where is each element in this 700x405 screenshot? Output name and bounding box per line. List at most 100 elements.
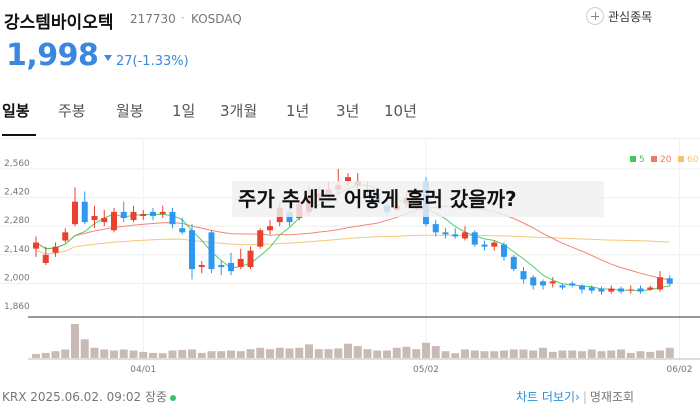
candle-body bbox=[33, 242, 39, 249]
volume-bar bbox=[197, 352, 206, 358]
candle-body bbox=[91, 215, 98, 221]
candle-body bbox=[510, 256, 517, 270]
candle-body bbox=[657, 277, 663, 290]
candle-body bbox=[267, 226, 273, 231]
volume-bar bbox=[139, 351, 148, 358]
volume-bar bbox=[32, 353, 40, 358]
candle-body bbox=[120, 211, 127, 219]
candle-body bbox=[72, 201, 78, 225]
legend-label: 5 bbox=[639, 155, 645, 165]
candle-body bbox=[130, 211, 137, 221]
volume-bar bbox=[256, 347, 265, 358]
candle-body bbox=[569, 283, 576, 286]
stock-header: 강스템바이오텍 217730 · KOSDAQ 관심종목 1,998 27(-1… bbox=[0, 0, 700, 90]
detail-link[interactable]: 명재조회 bbox=[589, 390, 635, 404]
volume-bar bbox=[71, 324, 79, 358]
more-chart-link[interactable]: 차트 더보기 bbox=[516, 390, 576, 404]
volume-bar bbox=[119, 349, 128, 358]
volume-bar bbox=[529, 350, 538, 358]
tab-1year[interactable]: 1년 bbox=[286, 102, 310, 120]
volume-bar bbox=[412, 349, 421, 358]
candle-body bbox=[501, 244, 507, 257]
candle-body bbox=[42, 254, 49, 263]
chevron-right-icon: › bbox=[575, 390, 580, 404]
candlestick-chart[interactable]: 2,560 2,420 2,280 2,140 2,000 1,860 04/01 05/02… bbox=[0, 140, 700, 385]
active-tab-underline bbox=[2, 134, 36, 136]
x-tick-label: 06/02 bbox=[667, 365, 693, 375]
candle-body bbox=[627, 289, 634, 291]
volume-bar bbox=[490, 351, 499, 358]
volume-bar bbox=[568, 350, 577, 358]
legend-swatch bbox=[651, 156, 657, 162]
volume-bar bbox=[597, 351, 606, 358]
volume-bar bbox=[110, 350, 118, 358]
tab-10year[interactable]: 10년 bbox=[384, 102, 417, 120]
volume-bar bbox=[207, 351, 216, 358]
tab-1day[interactable]: 1일 bbox=[172, 102, 196, 120]
candle-body bbox=[471, 232, 478, 245]
legend-swatch bbox=[678, 156, 684, 162]
volume-bar bbox=[295, 347, 304, 358]
volume-bar bbox=[470, 350, 479, 358]
candle-body bbox=[579, 285, 585, 290]
candle-body bbox=[491, 242, 498, 247]
tab-monthly[interactable]: 월봉 bbox=[116, 102, 144, 120]
favorite-label: 관심종목 bbox=[608, 9, 653, 24]
volume-bar bbox=[236, 351, 245, 358]
candle-body bbox=[452, 234, 459, 237]
candle-body bbox=[237, 258, 244, 268]
candle-body bbox=[647, 287, 654, 290]
y-tick-label: 2,140 bbox=[4, 245, 30, 255]
volume-bar bbox=[363, 349, 372, 358]
candle-body bbox=[481, 244, 488, 247]
candle-body bbox=[101, 218, 108, 223]
volume-bar bbox=[519, 349, 528, 358]
tab-weekly[interactable]: 주봉 bbox=[58, 102, 86, 120]
candle-body bbox=[549, 281, 556, 284]
add-favorite-button[interactable]: 관심종목 bbox=[586, 7, 652, 25]
market-name: KOSDAQ bbox=[191, 12, 242, 26]
candle-body bbox=[150, 211, 156, 216]
volume-bar bbox=[275, 347, 284, 358]
volume-bar bbox=[61, 349, 70, 358]
volume-bar bbox=[656, 350, 664, 358]
candle-body bbox=[179, 228, 186, 233]
volume-bar bbox=[441, 351, 450, 358]
candle-body bbox=[637, 288, 644, 292]
volume-bar bbox=[305, 344, 313, 358]
volume-bar bbox=[402, 346, 411, 358]
volume-bar bbox=[548, 351, 557, 358]
price-change: 27(-1.33%) bbox=[116, 54, 189, 69]
footer-separator: | bbox=[582, 390, 587, 404]
volume-bar bbox=[480, 351, 489, 358]
tab-3month[interactable]: 3개월 bbox=[220, 102, 258, 120]
volume-bar bbox=[617, 349, 625, 358]
tab-daily[interactable]: 일봉 bbox=[2, 102, 30, 120]
candle-body bbox=[442, 232, 449, 235]
legend-swatch bbox=[630, 156, 636, 162]
ma20-line bbox=[35, 205, 670, 281]
legend-label: 60 bbox=[687, 155, 699, 165]
candle-body bbox=[432, 224, 439, 233]
volume-bar bbox=[461, 349, 469, 358]
volume-bar bbox=[558, 350, 567, 358]
volume-bar bbox=[227, 350, 235, 358]
volume-bar bbox=[636, 351, 645, 358]
volume-bar bbox=[451, 353, 460, 358]
volume-bar bbox=[51, 351, 60, 358]
volume-bar bbox=[607, 350, 616, 358]
volume-bar bbox=[392, 347, 401, 358]
candle-body bbox=[345, 177, 351, 182]
plus-circle-icon bbox=[586, 7, 604, 25]
volume-bar bbox=[217, 351, 226, 358]
volume-bar bbox=[178, 349, 187, 358]
separator-dot: · bbox=[181, 11, 185, 25]
tab-3year[interactable]: 3년 bbox=[336, 102, 360, 120]
y-tick-label: 1,860 bbox=[4, 302, 30, 312]
candle-body bbox=[111, 211, 117, 231]
volume-bar bbox=[578, 351, 586, 358]
down-triangle-icon bbox=[104, 55, 112, 61]
volume-bar bbox=[246, 349, 255, 358]
volume-bar bbox=[90, 347, 99, 358]
volume-bar bbox=[500, 350, 508, 358]
